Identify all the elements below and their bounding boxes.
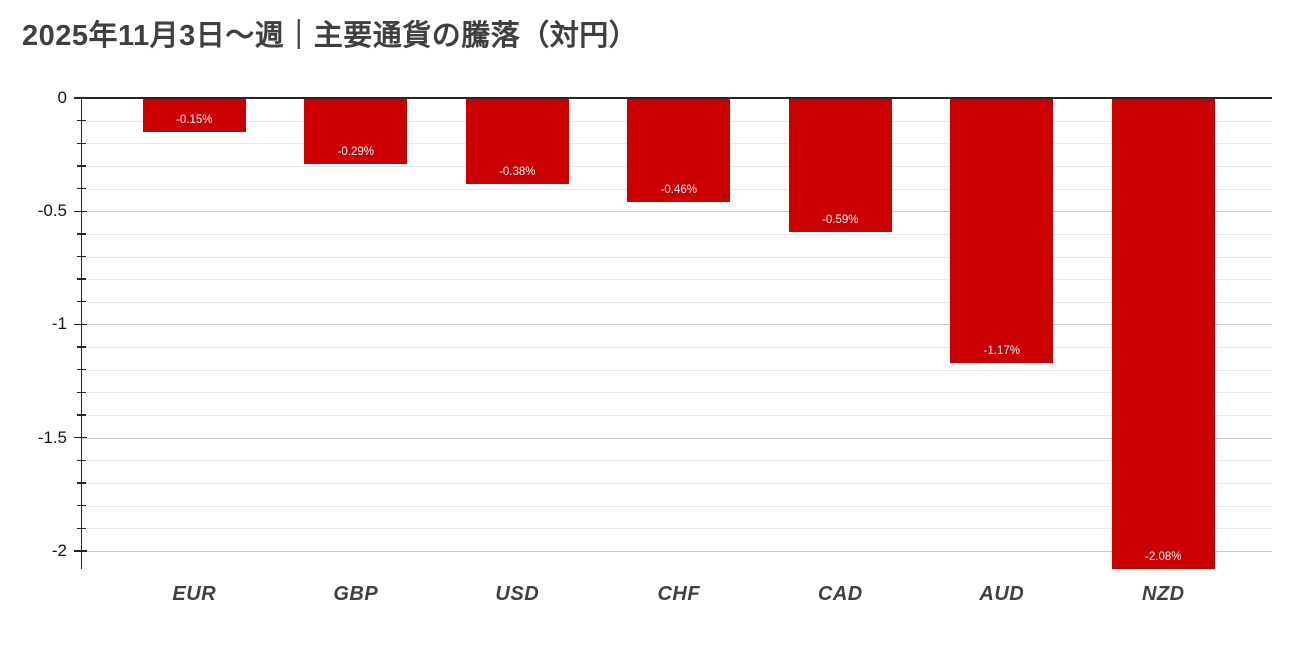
x-category-label-cad: CAD (817, 583, 863, 605)
y-minor-tick (77, 142, 86, 144)
bar-value-label-usd: -0.38% (499, 166, 536, 179)
minor-gridline (82, 460, 1272, 462)
y-minor-tick (77, 255, 86, 258)
y-minor-tick (77, 504, 86, 507)
y-major-tick (74, 550, 87, 552)
bar-chf: -0.46% (627, 98, 731, 203)
y-major-tick (74, 323, 87, 326)
y-minor-tick (77, 391, 86, 394)
major-gridline (82, 324, 1272, 326)
minor-gridline (82, 528, 1272, 530)
plot-area: 0 -0.5 -1 -1.5 -2 -0.15% -0.29% -0.38% -0.46% -0.… (38, 88, 1272, 605)
y-minor-tick (77, 482, 86, 484)
minor-gridline (82, 505, 1272, 507)
bar-value-label-eur: -0.15% (176, 113, 213, 126)
major-gridline (82, 550, 1272, 552)
y-minor-tick (77, 459, 86, 461)
y-minor-tick (77, 165, 86, 167)
minor-gridline (82, 301, 1272, 303)
y-tick-label: -2 (51, 540, 67, 560)
minor-gridline (82, 347, 1272, 349)
y-minor-tick (77, 233, 86, 235)
y-major-tick (74, 97, 87, 99)
y-minor-tick (77, 527, 86, 529)
minor-gridline (82, 369, 1272, 371)
bar-aud: -1.17% (950, 98, 1054, 363)
bar-eur: -0.15% (142, 98, 246, 132)
minor-gridline (82, 482, 1272, 484)
major-gridline (82, 437, 1272, 439)
bar-value-label-aud: -1.17% (983, 344, 1021, 357)
y-minor-tick (77, 414, 86, 416)
y-minor-tick (77, 187, 86, 190)
y-minor-tick (77, 346, 86, 348)
bar-usd: -0.38% (465, 98, 569, 185)
x-category-label-gbp: GBP (333, 583, 379, 605)
y-axis-line (80, 98, 82, 569)
minor-gridline (82, 392, 1272, 394)
y-tick-label: -1 (51, 314, 67, 334)
bar-cad: -0.59% (788, 98, 892, 232)
bar-gbp: -0.29% (304, 98, 408, 164)
y-minor-tick (77, 119, 86, 122)
bar-value-label-nzd: -2.08% (1145, 551, 1182, 563)
x-category-label-nzd: NZD (1141, 583, 1185, 605)
bar-nzd: -2.08% (1111, 98, 1215, 569)
y-minor-tick (77, 278, 86, 280)
y-tick-label: -1.5 (37, 427, 67, 447)
bar-value-label-chf: -0.46% (660, 184, 698, 197)
bar-value-label-gbp: -0.29% (337, 145, 375, 158)
x-category-label-chf: CHF (657, 583, 701, 605)
major-gridline (82, 211, 1272, 213)
y-tick-label: 0 (57, 88, 67, 107)
y-tick-label: -0.5 (37, 201, 67, 221)
x-category-label-eur: EUR (172, 583, 217, 605)
minor-gridline (82, 279, 1272, 281)
x-category-label-aud: AUD (979, 583, 1025, 605)
y-minor-tick (77, 301, 86, 303)
y-major-tick (74, 436, 87, 439)
chart-title: 2025年11月3日～週｜主要通貨の騰落（対円） (22, 20, 639, 52)
bar-value-label-cad: -0.59% (822, 213, 859, 226)
minor-gridline (82, 233, 1272, 235)
minor-gridline (82, 415, 1272, 417)
minor-gridline (82, 256, 1272, 258)
y-minor-tick (77, 369, 86, 371)
zero-baseline (82, 96, 1272, 100)
x-category-label-usd: USD (495, 583, 540, 605)
y-major-tick (74, 210, 87, 212)
